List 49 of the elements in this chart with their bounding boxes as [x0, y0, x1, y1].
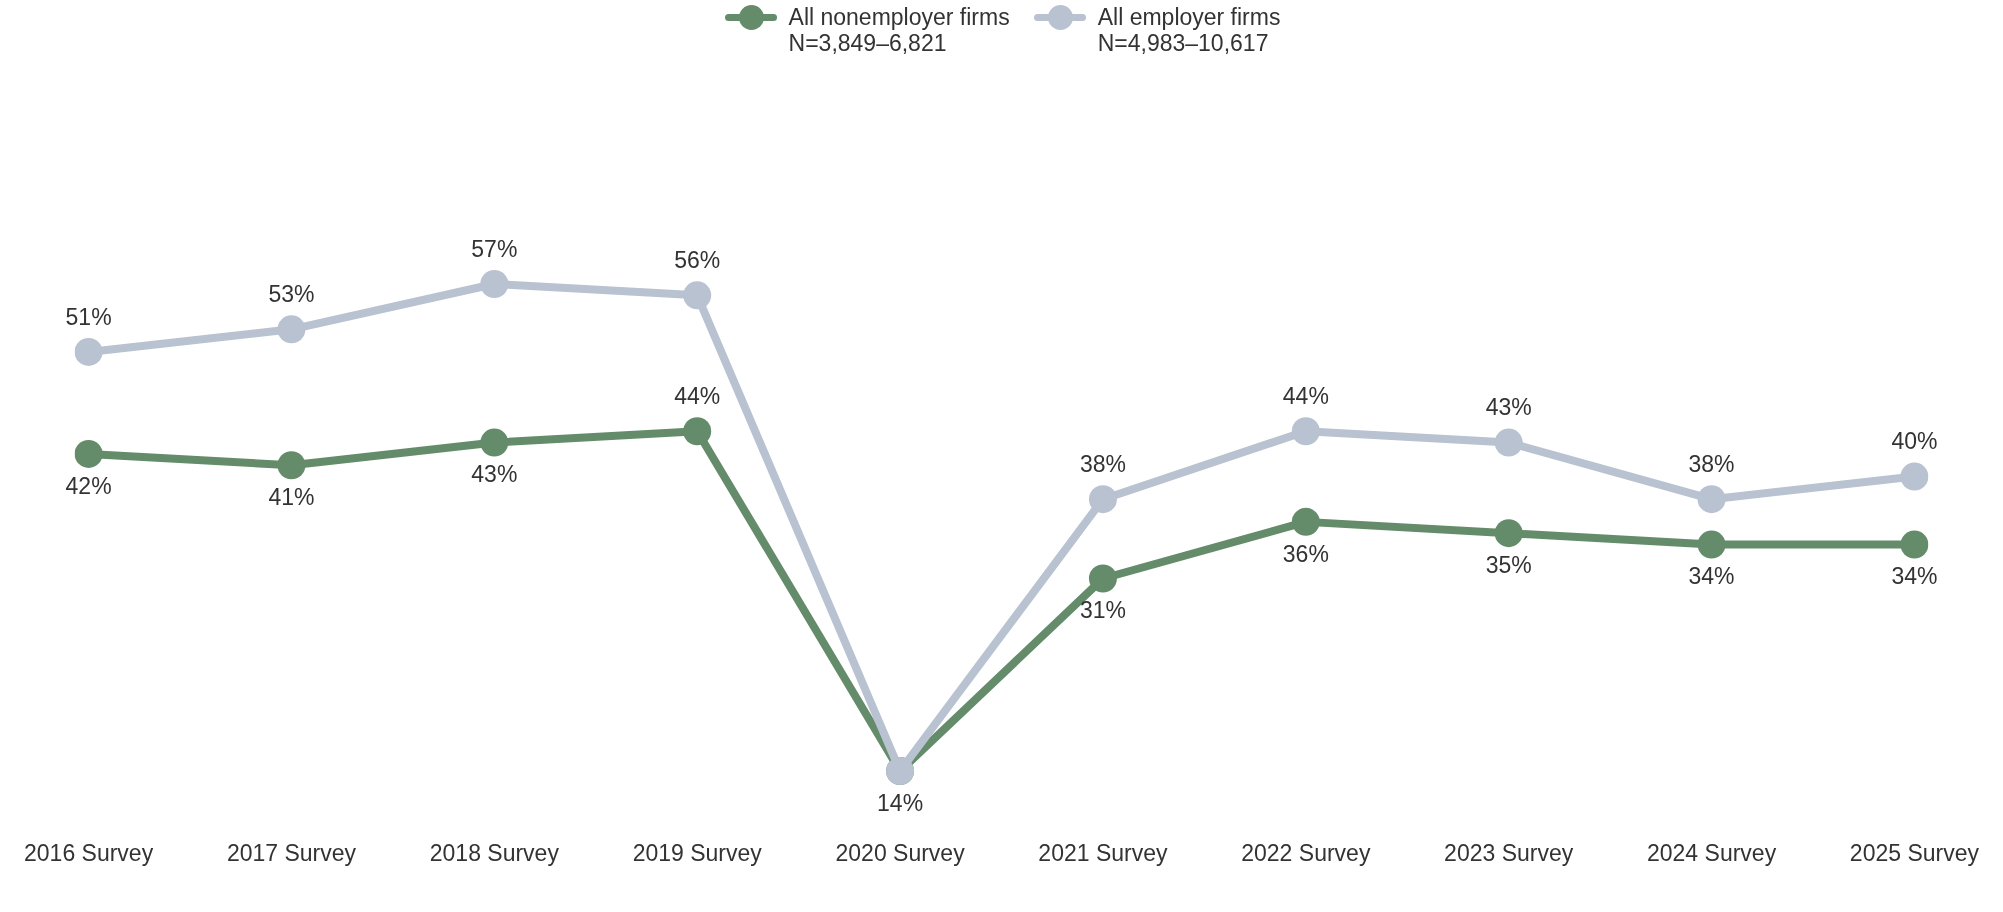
point	[1088, 485, 1117, 514]
point	[480, 428, 509, 457]
data-label: 38%	[1688, 451, 1735, 478]
point	[74, 439, 103, 468]
x-tick-label: 2019 Survey	[632, 839, 763, 866]
data-label: 36%	[1282, 540, 1329, 567]
point	[683, 281, 712, 310]
x-tick-label: 2020 Survey	[835, 839, 966, 866]
data-label: 38%	[1079, 451, 1126, 478]
x-tick-label: 2023 Survey	[1444, 839, 1574, 866]
point	[74, 337, 103, 366]
data-label: 42%	[65, 472, 112, 499]
point	[480, 269, 509, 298]
x-tick-label: 2025 Survey	[1849, 839, 1980, 866]
data-label: 51%	[65, 303, 112, 330]
point	[683, 417, 712, 446]
point	[1291, 507, 1320, 536]
data-label: 44%	[1282, 383, 1329, 410]
point	[277, 315, 306, 344]
point	[1697, 485, 1726, 514]
x-tick-label: 2022 Survey	[1241, 839, 1371, 866]
legend-label: All employer firms N=4,983–10,617	[1097, 4, 1281, 56]
data-label: 44%	[674, 383, 721, 410]
legend-label: All nonemployer firms N=3,849–6,821	[788, 4, 1010, 56]
data-label: 43%	[1485, 394, 1532, 421]
x-tick-label: 2017 Survey	[226, 839, 357, 866]
data-label: 41%	[268, 484, 315, 511]
point	[1494, 519, 1523, 548]
point	[1697, 530, 1726, 559]
x-tick-label: 2024 Survey	[1646, 839, 1777, 866]
data-label: 34%	[1891, 563, 1938, 590]
data-label: 40%	[1891, 428, 1938, 455]
x-tick-label: 2018 Survey	[429, 839, 560, 866]
data-label: 31%	[1079, 597, 1126, 624]
point	[1900, 530, 1929, 559]
x-tick-label: 2016 Survey	[24, 839, 154, 866]
point	[1291, 417, 1320, 446]
data-label: 14%	[877, 789, 924, 816]
data-label: 43%	[471, 461, 518, 488]
data-label: 34%	[1688, 563, 1735, 590]
data-label: 53%	[268, 281, 315, 308]
x-tick-label: 2021 Survey	[1038, 839, 1169, 866]
data-label: 57%	[471, 235, 518, 262]
data-label: 35%	[1485, 552, 1532, 579]
data-label: 56%	[674, 247, 721, 274]
point	[1088, 564, 1117, 593]
point	[1900, 462, 1929, 491]
point	[277, 451, 306, 480]
point	[1494, 428, 1523, 457]
